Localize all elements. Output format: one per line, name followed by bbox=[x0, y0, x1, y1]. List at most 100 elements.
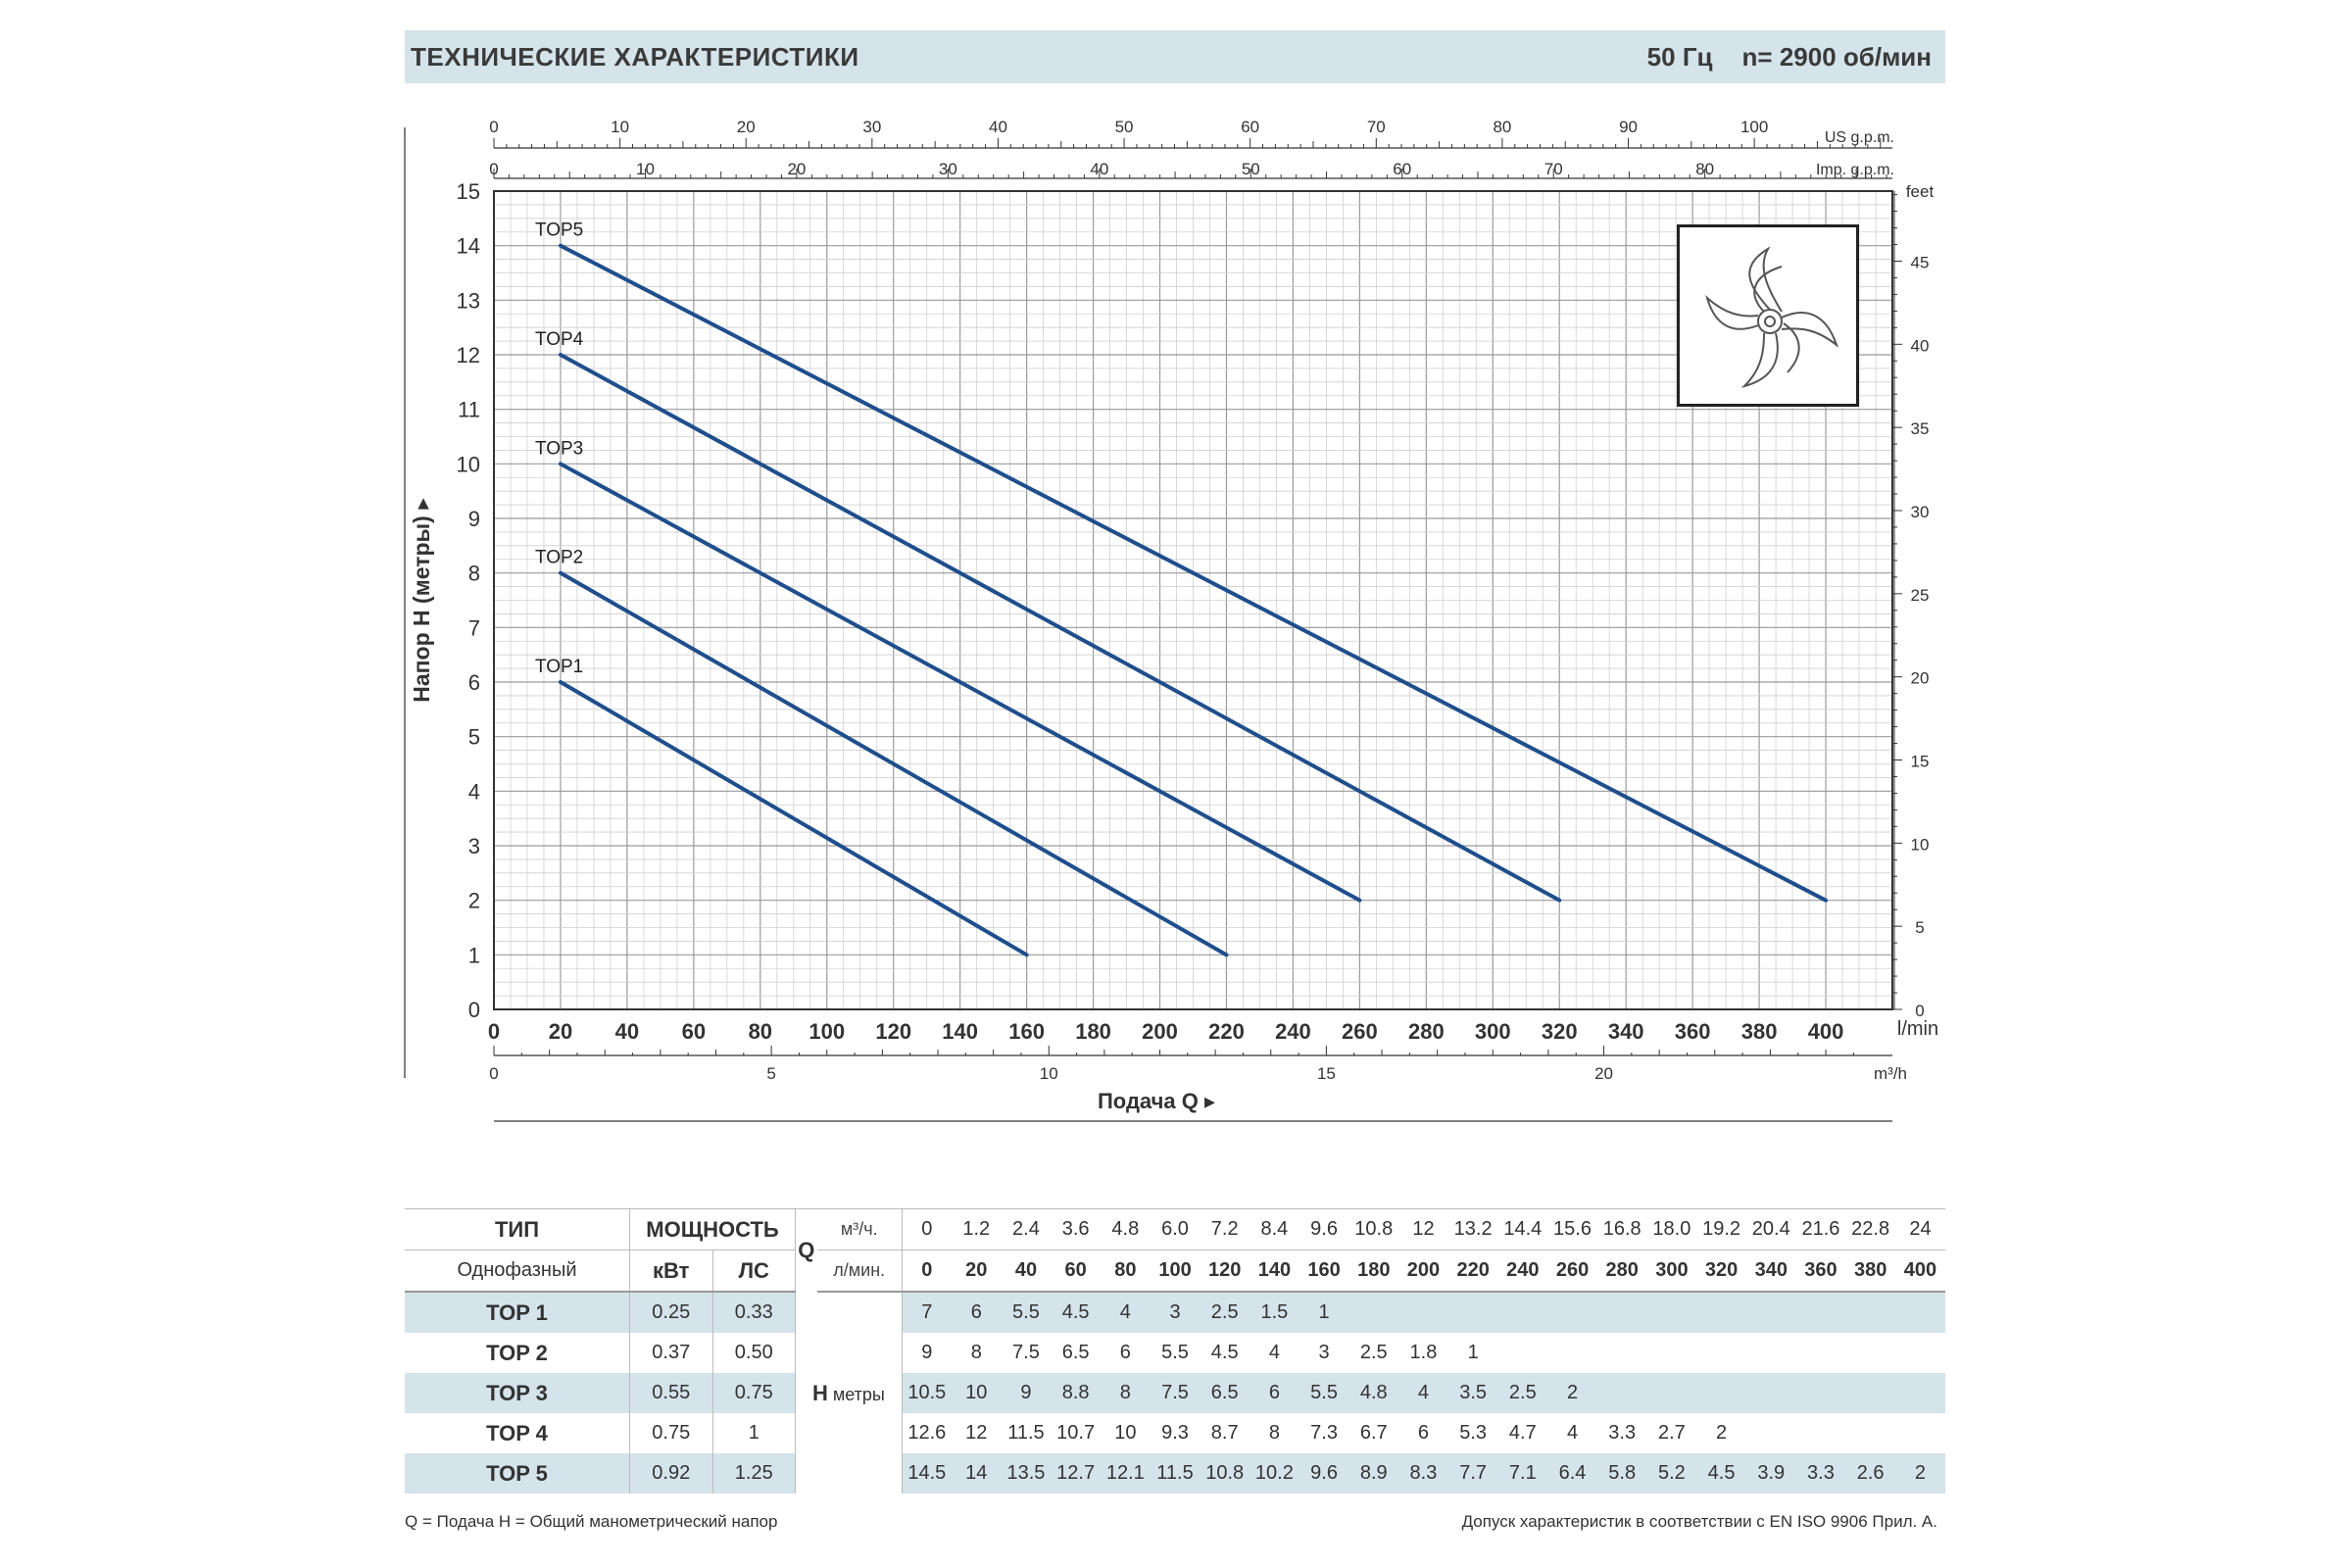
head-value bbox=[1547, 1292, 1597, 1333]
y-tick-label: 15 bbox=[457, 179, 480, 204]
head-value: 7.3 bbox=[1310, 1422, 1338, 1444]
head-value bbox=[1745, 1373, 1796, 1413]
feet-tick-label: 20 bbox=[1911, 669, 1930, 688]
phase-label: Однофазный bbox=[405, 1250, 630, 1293]
power-hp: 0.33 bbox=[712, 1292, 797, 1333]
head-value: 9 bbox=[1001, 1373, 1052, 1413]
imp-gpm-tick-label: 30 bbox=[939, 160, 957, 178]
x-tick-label: 280 bbox=[1408, 1019, 1445, 1044]
y-tick-label: 14 bbox=[457, 234, 480, 259]
q-lmin-unit: л/мин. bbox=[816, 1250, 903, 1293]
q-lmin-cell: 160 bbox=[1298, 1250, 1349, 1293]
table-row: TOP 3 0.55 0.75 10.5 10 9 8.8 8 7.5 6.5 6 5.5 4.8 4 3.… bbox=[405, 1373, 1945, 1413]
x-tick-label: 0 bbox=[488, 1019, 500, 1044]
model-name: TOP 4 bbox=[405, 1413, 630, 1453]
y-tick-label: 0 bbox=[468, 998, 480, 1022]
plot-frame bbox=[493, 190, 1893, 1010]
head-value: 6 bbox=[951, 1292, 1002, 1333]
imp-gpm-unit-label: Imp. g.p.m. bbox=[1816, 162, 1894, 178]
q-lmin-cell: 300 bbox=[1646, 1250, 1697, 1293]
q-m3h-cell: 16.8 bbox=[1596, 1208, 1647, 1250]
x-tick-label: 20 bbox=[549, 1019, 572, 1044]
q-lmin-cell: 240 bbox=[1497, 1250, 1548, 1293]
y-tick-label: 12 bbox=[457, 343, 480, 368]
q-lmin-cell: 400 bbox=[1894, 1250, 1945, 1293]
imp-gpm-tick-label: 0 bbox=[489, 160, 498, 178]
head-value: 12.7 bbox=[1051, 1453, 1101, 1494]
q-m3h-cell: 19.2 bbox=[1696, 1208, 1746, 1250]
footnote-legend: Q = Подача H = Общий манометрический нап… bbox=[405, 1512, 778, 1531]
q-m3h-cell: 7.2 bbox=[1200, 1208, 1250, 1250]
head-value bbox=[1696, 1373, 1746, 1413]
m3h-tick-label: 10 bbox=[1040, 1064, 1058, 1083]
head-value: 4.5 bbox=[1696, 1453, 1746, 1494]
feet-tick-label: 15 bbox=[1911, 752, 1930, 770]
head-value bbox=[1795, 1373, 1846, 1413]
x-tick-label: 220 bbox=[1208, 1019, 1245, 1044]
head-value: 6.7 bbox=[1359, 1422, 1388, 1444]
head-value: 12 bbox=[965, 1422, 988, 1444]
type-header: ТИП bbox=[405, 1208, 630, 1250]
head-value: 10.2 bbox=[1250, 1453, 1299, 1494]
x-tick-label: 180 bbox=[1075, 1019, 1111, 1044]
y-tick-label: 8 bbox=[468, 562, 480, 586]
head-value: 10 bbox=[1114, 1422, 1137, 1444]
head-value bbox=[1796, 1333, 1846, 1373]
head-value: 5.5 bbox=[1161, 1342, 1189, 1363]
x-tick-label: 80 bbox=[749, 1019, 772, 1044]
x-unit-label: l/min bbox=[1897, 1018, 1938, 1040]
head-value: 8 bbox=[970, 1342, 982, 1363]
frequency-label: 50 Гц bbox=[1646, 42, 1713, 72]
head-value bbox=[1745, 1292, 1796, 1333]
page-title: ТЕХНИЧЕСКИЕ ХАРАКТЕРИСТИКИ bbox=[411, 42, 859, 72]
head-value: 11.5 bbox=[1007, 1422, 1045, 1444]
head-value: 6 bbox=[1119, 1342, 1131, 1363]
x-axis-label: Подача Q ▸ bbox=[1098, 1089, 1215, 1113]
q-lmin-cell: 220 bbox=[1447, 1250, 1498, 1293]
head-value: 4.8 bbox=[1348, 1373, 1399, 1413]
q-m3h-cell: 18.0 bbox=[1646, 1208, 1697, 1250]
power-kw: 0.25 bbox=[629, 1292, 713, 1333]
head-value bbox=[1646, 1292, 1697, 1333]
power-hp: 1.25 bbox=[712, 1453, 797, 1494]
x-tick-label: 160 bbox=[1008, 1019, 1045, 1044]
head-value: 10 bbox=[951, 1373, 1002, 1413]
model-name: TOP 2 bbox=[405, 1333, 630, 1373]
q-label: Q bbox=[795, 1208, 817, 1292]
head-value bbox=[1348, 1292, 1399, 1333]
feet-tick-label: 40 bbox=[1911, 336, 1930, 355]
head-value bbox=[1796, 1413, 1846, 1453]
power-kw: 0.37 bbox=[629, 1333, 713, 1373]
head-value: 7.1 bbox=[1497, 1453, 1548, 1494]
head-value: 14.5 bbox=[902, 1453, 952, 1494]
q-m3h-cell: 14.4 bbox=[1497, 1208, 1548, 1250]
imp-gpm-tick-label: 50 bbox=[1242, 160, 1260, 178]
series-line-top5 bbox=[558, 243, 1829, 903]
y-tick-label: 7 bbox=[468, 615, 480, 640]
q-m3h-cell: 8.4 bbox=[1250, 1208, 1299, 1250]
head-value: 7.5 bbox=[1012, 1342, 1040, 1363]
head-value: 6.4 bbox=[1547, 1453, 1597, 1494]
head-value: 13.5 bbox=[1001, 1453, 1052, 1494]
us-gpm-tick-label: 50 bbox=[1115, 118, 1134, 136]
q-lmin-cell: 140 bbox=[1250, 1250, 1299, 1293]
us-gpm-unit-label: US g.p.m. bbox=[1825, 129, 1894, 146]
h-unit: метры bbox=[827, 1384, 885, 1404]
footnote-tolerance: Допуск характеристик в соответствии с EN… bbox=[1461, 1512, 1937, 1531]
head-value: 3.3 bbox=[1795, 1453, 1846, 1494]
x-tick-label: 400 bbox=[1808, 1019, 1844, 1044]
imp-gpm-tick-label: 20 bbox=[787, 160, 806, 178]
q-m3h-cell: 22.8 bbox=[1845, 1208, 1895, 1250]
head-value: 12.6 bbox=[907, 1422, 947, 1444]
series-label-top4: TOP4 bbox=[535, 329, 584, 350]
head-value bbox=[1596, 1292, 1647, 1333]
head-value: 12.1 bbox=[1100, 1453, 1151, 1494]
head-value bbox=[1845, 1413, 1895, 1453]
head-value: 5.3 bbox=[1459, 1422, 1488, 1444]
head-value bbox=[1696, 1333, 1746, 1373]
feet-tick-label: 35 bbox=[1911, 419, 1930, 438]
us-gpm-tick-label: 60 bbox=[1241, 118, 1259, 136]
impeller-icon bbox=[1677, 224, 1859, 407]
h-label-cell: H метры bbox=[795, 1292, 903, 1494]
